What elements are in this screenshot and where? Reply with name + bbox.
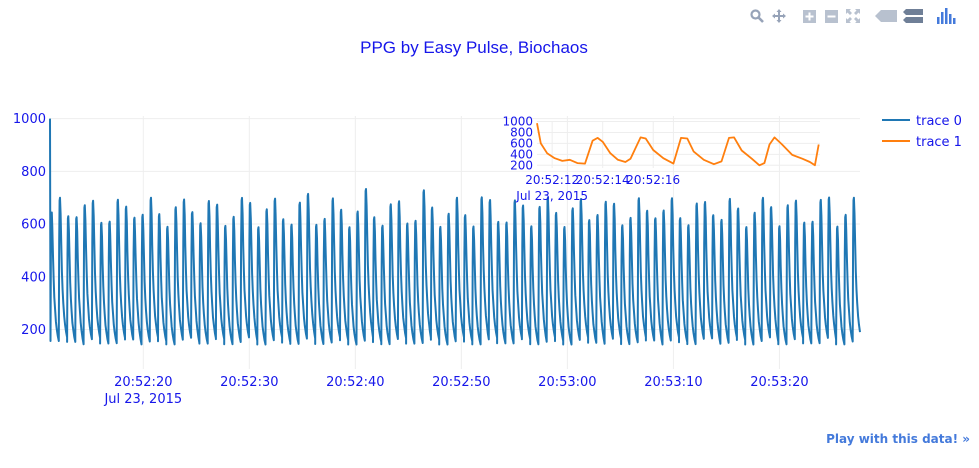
inset-y-tick-label: 1000 — [502, 115, 533, 129]
legend-item-trace-0[interactable]: trace 0 — [882, 114, 962, 129]
main-y-tick-label: 400 — [21, 270, 46, 285]
main-y-tick-label: 600 — [21, 218, 46, 233]
main-series-line — [49, 118, 861, 346]
zoom-out-icon[interactable] — [822, 7, 840, 25]
main-y-tick-label: 1000 — [13, 112, 46, 127]
inset-y-tick-label: 600 — [510, 137, 533, 151]
inset-x-tick-label: 20:52:16 — [626, 173, 680, 187]
main-y-tick-label: 200 — [21, 323, 46, 338]
inset-y-tick-label: 200 — [510, 158, 533, 172]
chart-title: PPG by Easy Pulse, Biochaos — [360, 38, 588, 57]
main-x-tick-label: 20:52:50 — [432, 375, 490, 390]
inset-series-line — [536, 123, 820, 167]
main-plot[interactable]: 20:52:20 20:52:30 20:52:40 20:52:50 20:53:00… — [13, 112, 861, 407]
main-x-tick-label: 20:52:30 — [220, 375, 278, 390]
legend-label-trace-1: trace 1 — [916, 135, 962, 150]
inset-y-tick-label: 400 — [510, 148, 533, 162]
main-y-tick-label: 800 — [21, 165, 46, 180]
modebar — [748, 6, 962, 26]
main-x-tick-label: 20:53:00 — [538, 375, 596, 390]
main-x-tick-label: 20:52:20 — [114, 375, 172, 390]
inset-y-tick-label: 800 — [510, 126, 533, 140]
legend: trace 0 trace 1 — [882, 114, 962, 150]
legend-label-trace-0: trace 0 — [916, 114, 962, 129]
autoscale-icon[interactable] — [844, 7, 862, 25]
main-x-tick-label: 20:53:20 — [750, 375, 808, 390]
main-x-tick-label: 20:52:40 — [326, 375, 384, 390]
pan-icon[interactable] — [770, 7, 788, 25]
play-with-data-link[interactable]: Play with this data! » — [826, 432, 970, 446]
main-x-date-label: Jul 23, 2015 — [103, 392, 182, 407]
zoom-icon[interactable] — [748, 7, 766, 25]
main-x-tick-label: 20:53:10 — [644, 375, 702, 390]
hover-closest-icon[interactable] — [874, 7, 898, 25]
hover-compare-icon[interactable] — [902, 7, 924, 25]
plotly-logo-icon[interactable] — [936, 7, 958, 25]
inset-x-date-label: Jul 23, 2015 — [515, 189, 588, 203]
legend-item-trace-1[interactable]: trace 1 — [882, 135, 962, 150]
inset-x-tick-label: 20:52:14 — [576, 173, 630, 187]
inset-x-tick-label: 20:52:12 — [525, 173, 579, 187]
zoom-in-icon[interactable] — [800, 7, 818, 25]
